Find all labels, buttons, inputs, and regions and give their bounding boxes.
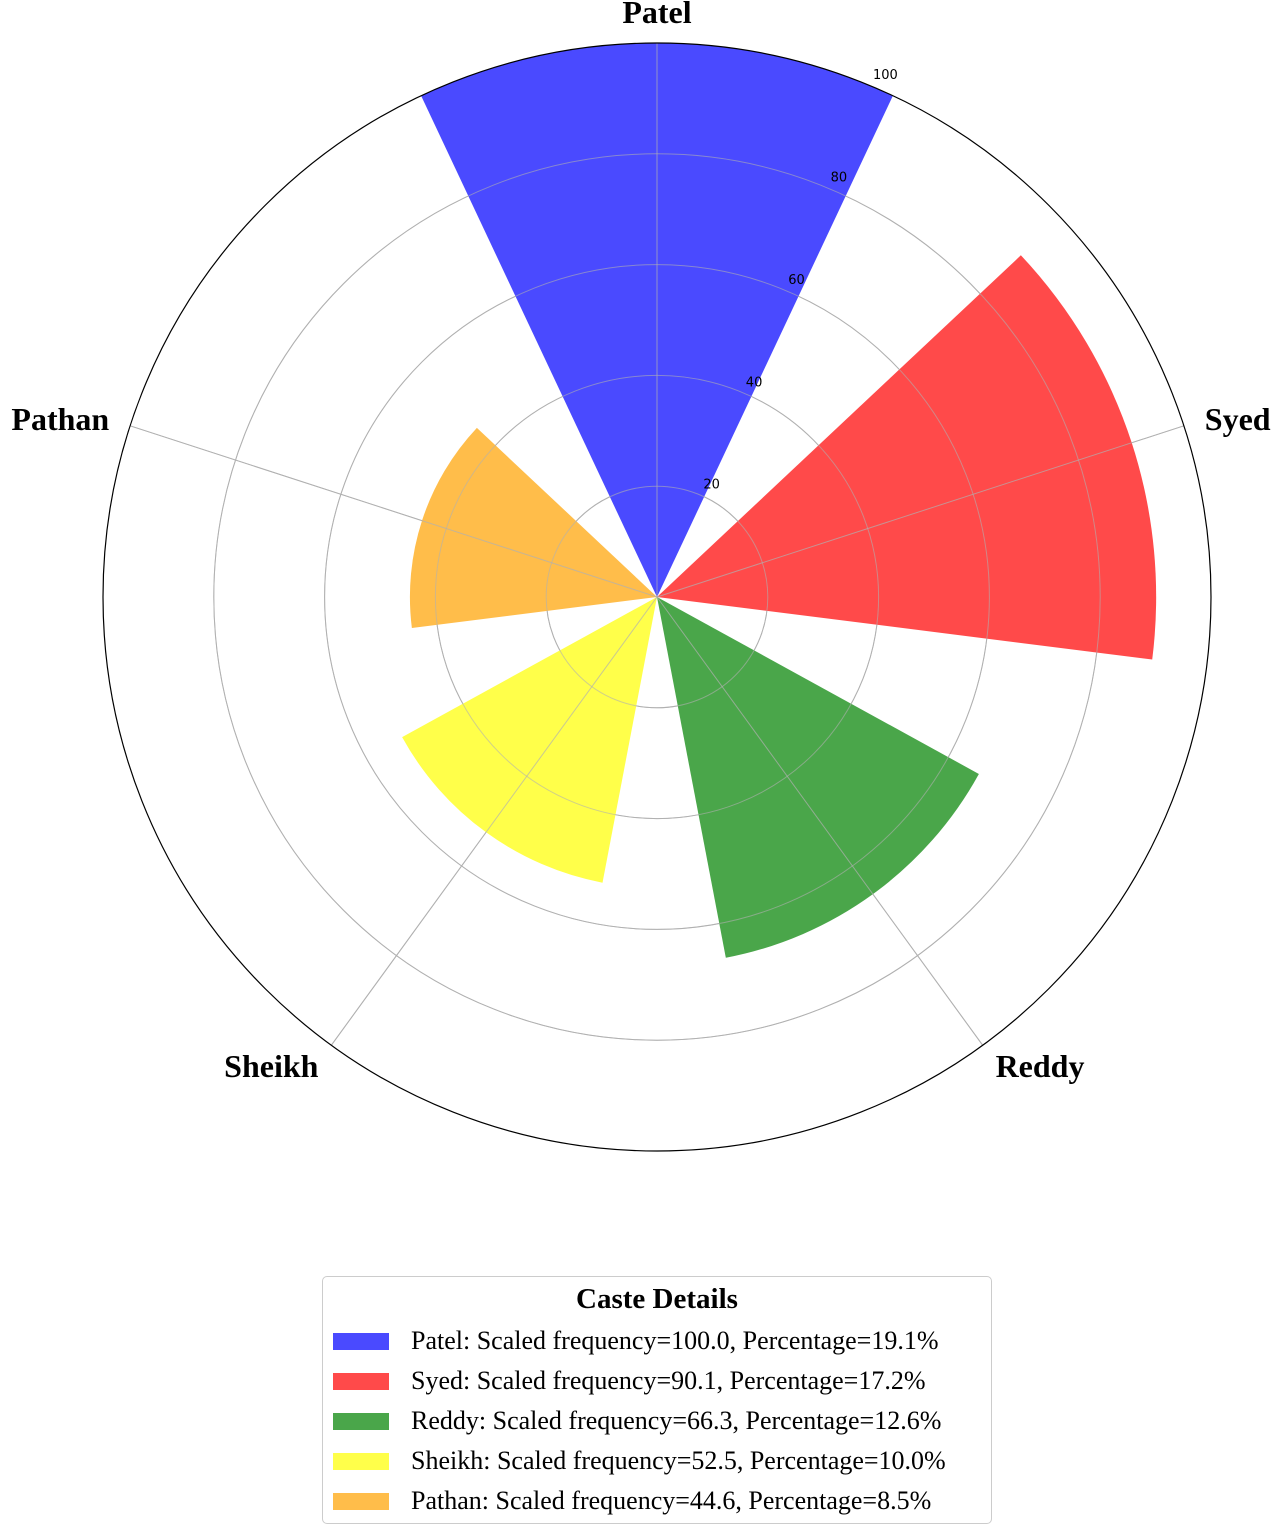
polar-frame: [102, 42, 1212, 1152]
legend-swatch: [333, 1412, 389, 1430]
bar-sheikh: [402, 597, 657, 883]
grid-circle-overlay: [324, 264, 990, 930]
r-tick-label: 100: [873, 68, 898, 83]
grid-spoke-overlay: [129, 425, 658, 598]
legend-label: Sheikh: Scaled frequency=52.5, Percentag…: [411, 1446, 946, 1475]
polar-chart: 20 40 60 80 100 Patel Syed Reddy Sheikh Pathan: [11, 0, 1271, 1152]
legend-item-pathan: Pathan: Scaled frequency=44.6, Percentag…: [333, 1483, 931, 1519]
legend-title: Caste Details: [576, 1283, 738, 1315]
legend-label: Patel: Scaled frequency=100.0, Percentag…: [411, 1326, 939, 1355]
bar-syed: [657, 255, 1157, 660]
category-label-sheikh: Sheikh: [224, 1048, 318, 1084]
grid-spoke-overlay: [330, 596, 658, 1046]
bar-pathan: [409, 427, 657, 628]
legend-item-syed: Syed: Scaled frequency=90.1, Percentage=…: [333, 1363, 926, 1399]
polar-chart-svg: 20 40 60 80 100 Patel Syed Reddy Sheikh Pathan: [11, 0, 1271, 1152]
category-label-syed: Syed: [1205, 401, 1271, 437]
grid-spoke-overlay: [656, 596, 984, 1046]
category-label-pathan: Pathan: [11, 401, 109, 437]
r-tick-label: 80: [831, 171, 848, 186]
grid-circle-overlay: [434, 374, 880, 820]
legend-label: Reddy: Scaled frequency=66.3, Percentage…: [411, 1406, 942, 1435]
grid-circle-overlay: [545, 485, 769, 709]
category-label-reddy: Reddy: [996, 1048, 1085, 1084]
legend-swatch: [333, 1492, 389, 1510]
legend-label: Pathan: Scaled frequency=44.6, Percentag…: [411, 1486, 932, 1515]
legend-swatch: [333, 1452, 389, 1470]
grid-circle-overlay: [213, 153, 1101, 1041]
legend-swatch: [333, 1332, 389, 1350]
r-tick-label: 20: [703, 478, 720, 493]
legend-swatch: [333, 1372, 389, 1390]
legend: Caste Details Patel: Scaled frequency=10…: [322, 1276, 992, 1524]
grid-spoke-overlay: [656, 425, 1185, 598]
r-tick-label: 60: [788, 273, 805, 288]
bar-reddy: [657, 597, 979, 958]
legend-label: Syed: Scaled frequency=90.1, Percentage=…: [411, 1366, 926, 1395]
legend-item-reddy: Reddy: Scaled frequency=66.3, Percentage…: [333, 1403, 941, 1439]
legend-item-sheikh: Sheikh: Scaled frequency=52.5, Percentag…: [333, 1443, 946, 1479]
r-tick-label: 40: [746, 375, 763, 390]
category-label-patel: Patel: [622, 0, 691, 30]
legend-item-patel: Patel: Scaled frequency=100.0, Percentag…: [333, 1323, 938, 1359]
